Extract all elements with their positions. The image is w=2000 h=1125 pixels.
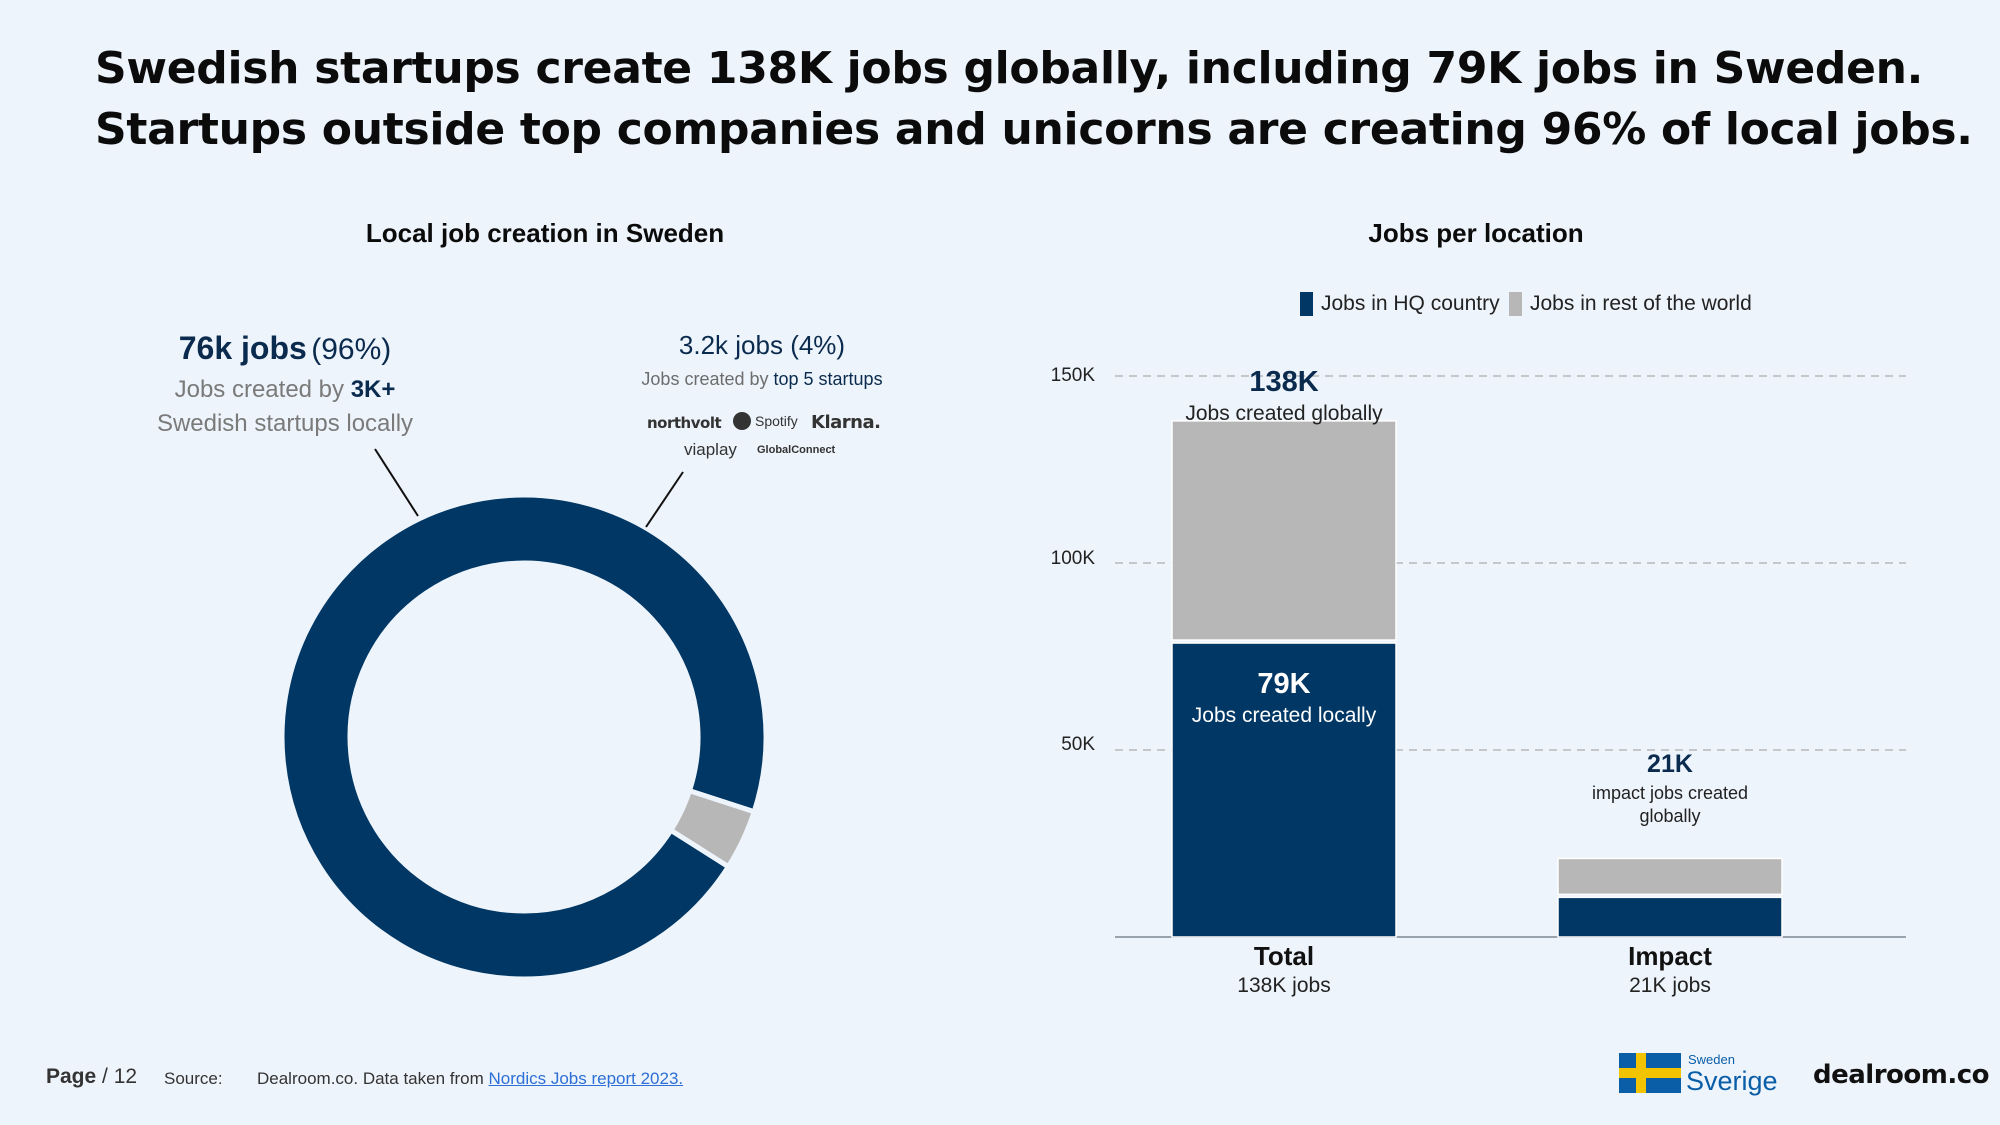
x-category-impact-sublabel: 21K jobs (1629, 974, 1711, 997)
dealroom-logo: dealroom.co (1813, 1060, 1990, 1090)
x-category-impact-label: Impact (1628, 941, 1712, 971)
sweden-flag-icon (1619, 1053, 1681, 1093)
bar-impact-annotation-value: 21K (1647, 750, 1693, 778)
y-tick-50k: 50K (1061, 734, 1095, 755)
sweden-logo-small: Sweden (1688, 1052, 1735, 1067)
page-number: / 12 (102, 1065, 138, 1088)
donut-main-pct: (96%) (311, 333, 392, 366)
legend-row: Jobs in rest of the world (1509, 292, 1752, 316)
bar-total-rest-of-world (1171, 420, 1397, 641)
donut-main-desc-line2: Swedish startups locally (156, 410, 414, 437)
bar-impact-annotation-line2: globally (1639, 806, 1701, 826)
donut-main-desc-prefix: Jobs created by (174, 376, 351, 403)
bar-local-annotation-value: 79K (1257, 668, 1311, 700)
y-tick-100k: 100K (1050, 548, 1095, 569)
bar-local-annotation: 79K Jobs created locally (1192, 668, 1376, 728)
donut-main-label: 76k jobs (96%) (179, 330, 392, 367)
source-label: Source: (164, 1069, 223, 1088)
page-label: Page (46, 1065, 97, 1088)
bar-local-annotation-text: Jobs created locally (1191, 704, 1377, 727)
donut-main-desc-bold: 3K+ (350, 376, 396, 403)
bar-total-annotation-value: 138K (1249, 366, 1319, 398)
source-text-prefix: Dealroom.co. Data taken from (257, 1069, 489, 1088)
legend-label-hq: Jobs in HQ country (1321, 292, 1500, 315)
legend-swatch-hq (1300, 292, 1313, 316)
legend-label-row: Jobs in rest of the world (1530, 292, 1752, 315)
donut-slice-local-startups (279, 492, 769, 982)
logo-northvolt: northvolt (647, 414, 722, 432)
logo-viaplay: viaplay (684, 440, 737, 459)
donut-slice-top5-startups (667, 787, 758, 871)
bar-impact-rest-of-world (1557, 857, 1783, 896)
sweden-logo-big: Sverige (1686, 1066, 1778, 1096)
x-category-total: Total 138K jobs (1237, 941, 1330, 998)
bar-impact-annotation-text: impact jobs created globally (1592, 782, 1748, 828)
spotify-icon (733, 412, 751, 430)
bar-total-hq (1171, 642, 1397, 938)
bar-impact-annotation-line1: impact jobs created (1591, 783, 1749, 803)
x-category-total-sublabel: 138K jobs (1237, 974, 1331, 997)
donut-main-desc: Jobs created by 3K+ Swedish startups loc… (157, 373, 413, 441)
source-text: Dealroom.co. Data taken from Nordics Job… (257, 1069, 683, 1089)
bar-chart-title: Jobs per location (1368, 218, 1584, 248)
bar-impact-hq (1557, 896, 1783, 938)
donut-chart-title: Local job creation in Sweden (365, 218, 725, 248)
logo-spotify-text: Spotify (755, 413, 798, 429)
x-category-impact: Impact 21K jobs (1628, 941, 1712, 998)
donut-main-leader-line (374, 448, 419, 517)
headline-line-2: Startups outside top companies and unico… (95, 104, 1973, 155)
donut-top-desc-em: top 5 startups (773, 369, 883, 389)
x-category-total-label: Total (1253, 941, 1315, 971)
legend-swatch-row (1509, 292, 1522, 316)
source-link[interactable]: Nordics Jobs report 2023. (488, 1069, 684, 1088)
bar-impact-annotation: 21K impact jobs created globally (1592, 750, 1748, 828)
donut-main-value: 76k jobs (178, 330, 307, 366)
stacked-bar-chart (1115, 375, 1906, 938)
donut-chart (279, 492, 769, 982)
y-tick-150k: 150K (1050, 365, 1095, 386)
legend-hq: Jobs in HQ country (1300, 292, 1500, 316)
logo-spotify: Spotify (733, 412, 798, 430)
bar-total-annotation-text: Jobs created globally (1185, 402, 1383, 425)
headline-line-1: Swedish startups create 138K jobs global… (95, 43, 1924, 94)
donut-top-leader-line (645, 471, 684, 528)
headline: Swedish startups create 138K jobs global… (95, 38, 1973, 160)
bar-total-annotation: 138K Jobs created globally (1185, 366, 1382, 426)
donut-top-desc: Jobs created by top 5 startups (641, 369, 882, 390)
page-indicator: Page / 12 (46, 1065, 137, 1089)
logo-klarna: Klarna. (811, 412, 881, 433)
donut-top-value: 3.2k jobs (4%) (678, 330, 846, 360)
logo-globalconnect: GlobalConnect (757, 444, 836, 456)
donut-top-desc-prefix: Jobs created by (641, 369, 774, 389)
